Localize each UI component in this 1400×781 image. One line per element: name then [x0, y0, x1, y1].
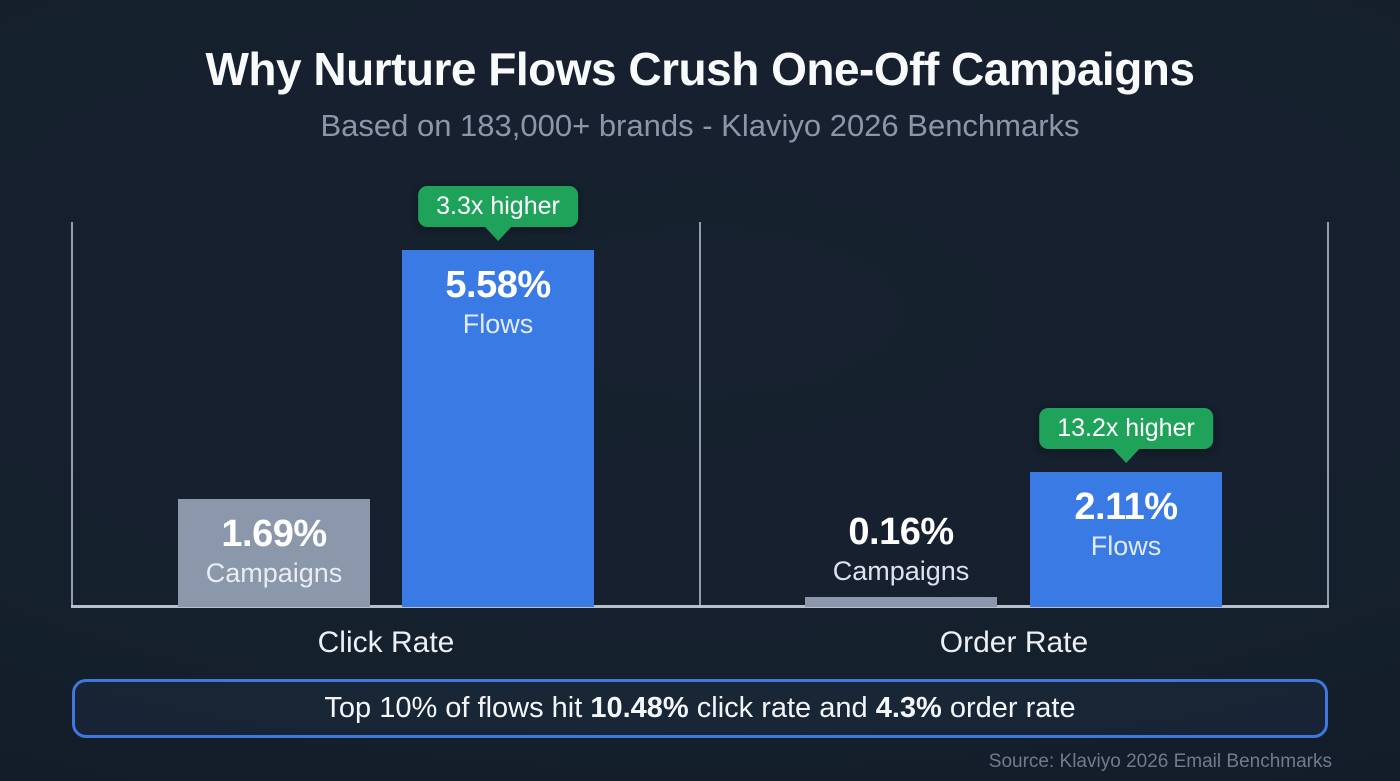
- callout-text: order rate: [941, 692, 1076, 724]
- source-attribution: Source: Klaviyo 2026 Email Benchmarks: [988, 751, 1332, 772]
- badge-pointer-icon: [1111, 448, 1140, 464]
- bar-series-label: Flows: [1090, 530, 1162, 561]
- callout-stat-click: 10.48%: [590, 692, 689, 724]
- callout-stat-order: 4.3%: [875, 692, 942, 724]
- category-label-order-rate: Order Rate: [939, 626, 1089, 659]
- badge-label: 13.2x higher: [1039, 408, 1213, 450]
- page-subtitle: Based on 183,000+ brands - Klaviyo 2026 …: [320, 108, 1080, 143]
- bar-value-label: 1.69%: [221, 513, 327, 555]
- bar-value-label: 5.58%: [445, 264, 551, 306]
- bar-flows-click-rate: 5.58% Flows: [402, 250, 594, 607]
- bar-series-label: Campaigns: [205, 557, 343, 588]
- axis-line-left: [71, 222, 73, 607]
- bar-value-label: 0.16%: [848, 511, 954, 554]
- bar-value-label: 2.11%: [1074, 486, 1178, 528]
- x-axis-baseline: [71, 605, 1329, 608]
- bar-series-label: Flows: [462, 308, 534, 339]
- badge-label: 3.3x higher: [418, 186, 578, 228]
- page-title: Why Nurture Flows Crush One-Off Campaign…: [205, 43, 1195, 95]
- axis-line-right: [1327, 222, 1329, 607]
- badge-pointer-icon: [483, 226, 512, 242]
- bar-campaigns-order-rate: [805, 597, 997, 607]
- bar-flows-order-rate: 2.11% Flows: [1030, 472, 1222, 607]
- bar-campaigns-click-rate: 1.69% Campaigns: [178, 499, 370, 607]
- callout-text: Top 10% of flows hit: [324, 692, 591, 724]
- summary-callout: Top 10% of flows hit 10.48% click rate a…: [72, 679, 1328, 738]
- category-label-click-rate: Click Rate: [317, 626, 455, 659]
- bar-series-label: Campaigns: [832, 556, 970, 587]
- badge-click-rate-multiplier: 3.3x higher: [418, 186, 578, 242]
- callout-text: click rate and: [688, 692, 876, 724]
- axis-line-middle-divider: [699, 222, 701, 607]
- labels-campaigns-order-rate: 0.16% Campaigns: [805, 513, 997, 587]
- badge-order-rate-multiplier: 13.2x higher: [1039, 408, 1213, 464]
